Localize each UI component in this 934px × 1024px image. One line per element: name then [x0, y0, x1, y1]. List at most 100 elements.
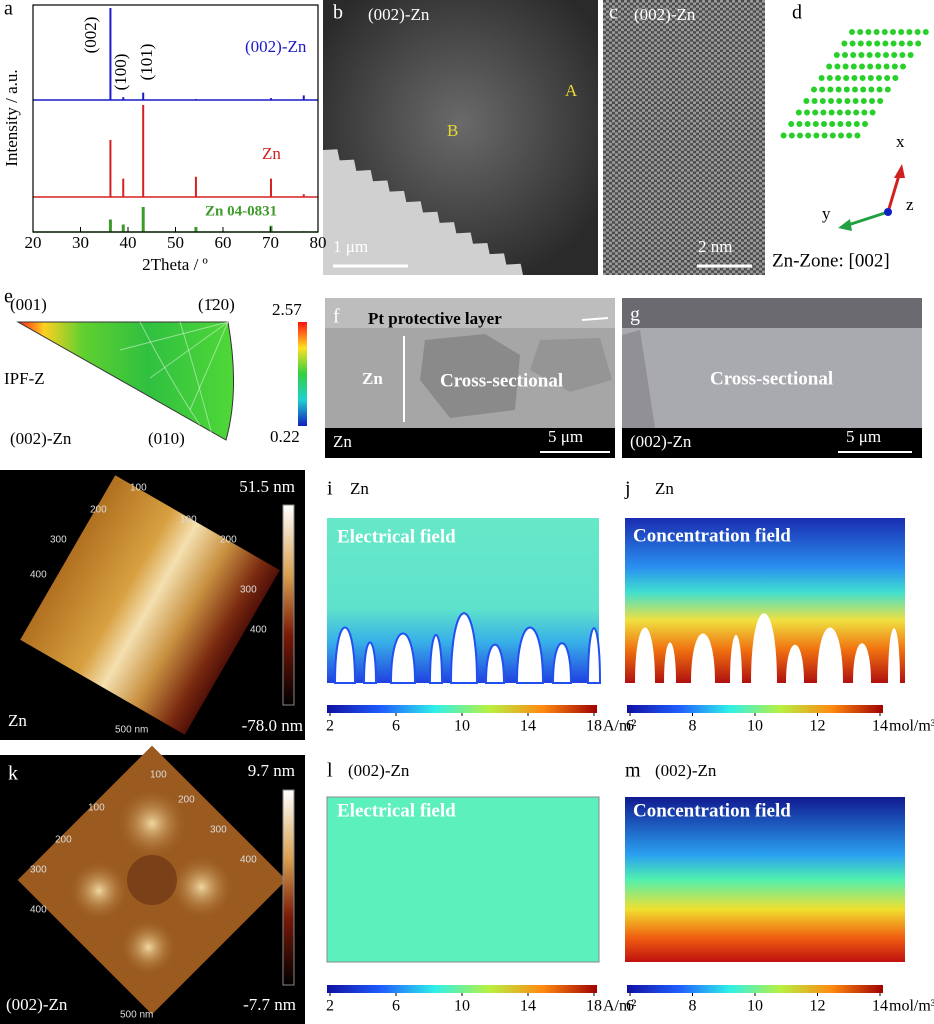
atom [860, 86, 867, 93]
atom [898, 29, 905, 35]
colorbar-label: 6 [392, 718, 400, 735]
atom [835, 86, 842, 93]
colorbar-unit: A/m² [603, 718, 636, 735]
atom [811, 98, 818, 104]
sample-label: (002)-Zn [6, 995, 68, 1014]
afm-tick: 400 [30, 570, 47, 581]
atom [900, 63, 906, 70]
atom [795, 109, 802, 116]
x-tick-label: 70 [262, 233, 279, 252]
pole-label: (1̄20) [198, 295, 235, 314]
colorbar-unit: A/m² [603, 998, 636, 1015]
axis-label: z [906, 195, 914, 214]
dendrite [484, 644, 506, 684]
atom [857, 29, 864, 35]
colorbar-label: 18 [586, 998, 602, 1015]
atom [826, 75, 833, 81]
atom [829, 121, 836, 127]
panel-label: c [609, 2, 618, 24]
atom [914, 29, 921, 35]
atom [804, 109, 810, 116]
atom [859, 63, 865, 70]
scale-label: 2 nm [698, 237, 732, 256]
arrowhead [894, 164, 905, 178]
colorbar-label: 2 [326, 718, 334, 735]
atom [877, 98, 884, 104]
atom [788, 121, 795, 127]
afm-tick: 300 [50, 535, 67, 546]
height-max: 51.5 nm [239, 477, 295, 496]
x-tick-label: 80 [310, 233, 327, 252]
panel-label: m [625, 760, 641, 782]
field-label: Electrical field [337, 526, 456, 547]
trench-wall [622, 330, 655, 428]
atom [922, 29, 929, 35]
atom [865, 29, 872, 35]
pt-layer [325, 298, 615, 328]
pt-layer [622, 298, 922, 328]
atom [826, 63, 833, 70]
sample-label: (002)-Zn [368, 5, 430, 24]
atom [874, 52, 881, 58]
atom [851, 75, 858, 81]
atom [854, 132, 861, 139]
colorbar [327, 985, 597, 993]
atom [841, 40, 848, 47]
axis-label: y [822, 204, 831, 223]
colorbar-label: 6 [626, 718, 634, 735]
atom [834, 63, 841, 70]
sample-label: Zn [350, 479, 369, 498]
pole-label: (001) [10, 295, 47, 314]
atom [843, 86, 850, 93]
atom [869, 109, 876, 116]
series-label: Zn [262, 144, 281, 163]
colorbar-label: 10 [454, 998, 470, 1015]
atom [858, 52, 865, 58]
x-tick-label: 30 [72, 233, 89, 252]
height-min: -7.7 nm [243, 995, 296, 1014]
grain [420, 334, 520, 418]
atom [820, 109, 827, 116]
atom [850, 63, 857, 70]
atom [873, 29, 880, 35]
atom [862, 121, 868, 127]
y-axis-label: Intensity / a.u. [2, 69, 21, 166]
colorbar [282, 504, 295, 706]
atom [866, 52, 873, 58]
dendrite [888, 628, 900, 683]
atom [852, 86, 858, 93]
atom [849, 40, 856, 47]
atom [844, 98, 851, 104]
atom [852, 98, 859, 104]
dendrite [751, 613, 777, 683]
atom [846, 132, 853, 139]
ipf-grid [119, 321, 229, 436]
atom [867, 63, 874, 70]
atom [833, 52, 840, 58]
region-label: Zn [362, 369, 383, 388]
atom [861, 109, 868, 116]
axis-arrow [886, 171, 902, 213]
atom [821, 121, 827, 127]
afm-tick: 200 [90, 505, 107, 516]
colorbar-label: 6 [626, 998, 634, 1015]
field-map [326, 796, 600, 963]
atom [883, 52, 889, 58]
x-tick-label: 20 [25, 233, 42, 252]
atom [876, 75, 882, 81]
afm-tick: 400 [30, 905, 47, 916]
field-map [625, 797, 905, 962]
atom [874, 40, 881, 47]
colorbar-min: 0.22 [270, 427, 300, 446]
colorbar-unit: mol/m³ [889, 998, 934, 1015]
sample-label: Zn [333, 432, 352, 451]
series-label: Zn 04-0831 [205, 203, 277, 219]
atom [812, 121, 819, 127]
atom [804, 121, 811, 127]
atom [829, 132, 836, 139]
atom [821, 132, 828, 139]
afm-tick: 500 nm [120, 1010, 153, 1021]
sample-label: Zn [8, 711, 27, 730]
atom [869, 98, 875, 104]
atom [915, 40, 922, 47]
